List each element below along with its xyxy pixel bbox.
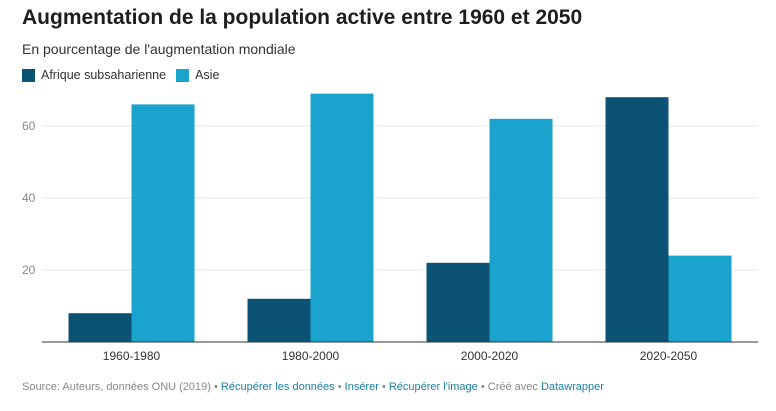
bar-asie (131, 104, 195, 343)
y-tick-label: 40 (22, 191, 36, 205)
x-tick-label: 1960-1980 (103, 349, 161, 363)
bar-afrique (426, 262, 490, 342)
bar-afrique (605, 97, 669, 342)
legend: Afrique subsaharienne Asie (22, 68, 229, 82)
footer-sep: • (210, 381, 221, 393)
legend-label-asie: Asie (195, 68, 220, 82)
y-tick-label: 20 (22, 263, 36, 277)
footer-sep: • (334, 381, 345, 393)
footer: Source: Auteurs, données ONU (2019) • Ré… (22, 381, 604, 393)
footer-link-image[interactable]: Récupérer l'image (388, 381, 478, 393)
legend-swatch-afrique (22, 68, 35, 82)
chart-subtitle: En pourcentage de l'augmentation mondial… (22, 41, 296, 57)
footer-created-with: Créé avec (487, 381, 538, 393)
y-tick-label: 60 (22, 119, 36, 133)
legend-swatch-asie (176, 68, 190, 82)
footer-link-datawrapper[interactable]: Datawrapper (540, 381, 604, 393)
x-tick-label: 1980-2000 (282, 349, 340, 363)
footer-sep: • (477, 381, 488, 393)
bar-asie (489, 118, 553, 342)
footer-sep: • (378, 381, 389, 393)
chart-title: Augmentation de la population active ent… (22, 6, 583, 29)
bar-asie (310, 93, 374, 342)
bar-chart: 20 40 60 1960-1980 1980-2000 2000-2020 2020-20… (22, 93, 758, 363)
bar-afrique (68, 313, 132, 342)
x-tick-label: 2020-2050 (640, 349, 698, 363)
legend-item-asie: Asie (176, 68, 219, 82)
bar-afrique (247, 298, 311, 342)
footer-source: Source: Auteurs, données ONU (2019) (22, 381, 211, 393)
x-tick-label: 2000-2020 (461, 349, 519, 363)
legend-label-afrique: Afrique subsaharienne (41, 68, 167, 82)
legend-item-afrique: Afrique subsaharienne (22, 68, 166, 82)
bar-asie (668, 255, 732, 342)
footer-link-embed[interactable]: Insérer (344, 381, 379, 393)
footer-link-data[interactable]: Récupérer les données (220, 381, 335, 393)
